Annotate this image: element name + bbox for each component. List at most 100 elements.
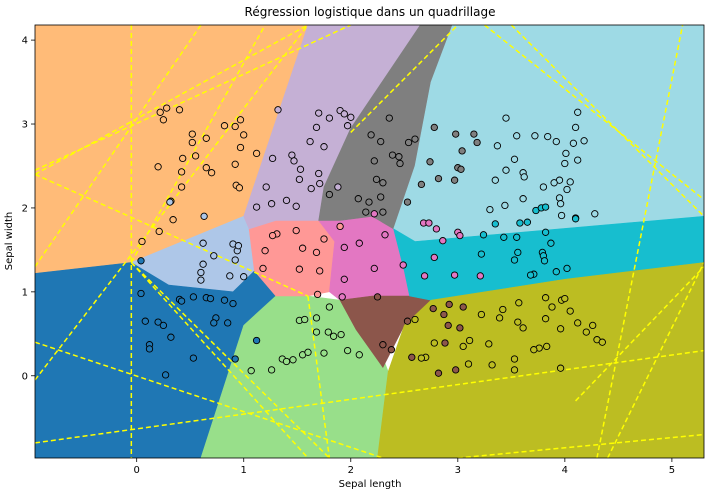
scatter-point [395, 153, 403, 161]
scatter-point [159, 116, 168, 124]
scatter-point [337, 330, 345, 339]
scatter-point [325, 190, 334, 199]
scatter-point [408, 353, 416, 361]
scatter-point [425, 219, 433, 227]
scatter-point [388, 151, 397, 159]
chart-title: Régression logistique dans un quadrillag… [245, 5, 496, 19]
x-tick-label: 1 [241, 465, 247, 476]
scatter-point [336, 222, 344, 231]
scatter-point [137, 257, 145, 265]
decision-regions [35, 25, 704, 458]
scatter-point [452, 130, 460, 138]
scatter-point [541, 203, 550, 211]
scatter-point [329, 332, 338, 340]
scatter-point [231, 160, 239, 168]
scatter-point [510, 366, 519, 374]
scatter-point [377, 137, 385, 146]
y-tick-label: 4 [22, 36, 28, 47]
boundary-lines [35, 25, 704, 458]
scatter-point [552, 268, 560, 276]
x-axis-title: Sepal length [339, 479, 402, 490]
scatter-point [236, 116, 245, 124]
scatter-point [199, 239, 207, 247]
scatter-point [202, 164, 210, 172]
scatter-point [141, 317, 149, 325]
scatter-point [320, 143, 328, 151]
scatter-point [430, 339, 438, 347]
scatter-point [292, 202, 300, 210]
scatter-point [340, 110, 348, 118]
scatter-point [485, 340, 493, 348]
boundary-line [35, 341, 384, 458]
scatter-point [473, 138, 481, 147]
scatter-point [598, 338, 606, 346]
scatter-point [370, 157, 378, 165]
scatter-point [515, 299, 523, 307]
scatter-point [501, 201, 509, 210]
scatter-point [396, 159, 404, 168]
scatter-point [372, 175, 381, 184]
scatter-point [459, 303, 467, 311]
scatter-point [267, 200, 276, 208]
scatter-point [550, 179, 558, 187]
scatter-point [315, 109, 323, 117]
plot-area [35, 25, 704, 458]
scatter-point [580, 137, 588, 145]
scatter-point [234, 242, 243, 250]
scatter-point [343, 346, 352, 355]
scatter-point [169, 216, 177, 224]
scatter-point [206, 294, 215, 303]
scatter-point [591, 210, 599, 218]
scatter-point [450, 271, 459, 279]
scatter-point [365, 198, 373, 206]
scatter-point [464, 360, 473, 368]
scatter-point [354, 195, 362, 203]
scatter-point [426, 158, 434, 166]
y-tick-label: 1 [22, 287, 28, 298]
boundary-line [484, 25, 704, 201]
y-axis-title: Sepal width [4, 212, 15, 271]
boundary-line [307, 295, 331, 458]
scatter-point [267, 366, 276, 374]
scatter-point [571, 215, 580, 223]
boundary-line [350, 25, 459, 133]
scatter-point [574, 108, 582, 116]
scatter-point [197, 268, 205, 277]
scatter-point [177, 297, 186, 305]
scatter-point [161, 371, 170, 379]
scatter-point [307, 184, 315, 193]
scatter-point [417, 180, 426, 189]
scatter-point [459, 342, 467, 351]
scatter-point [403, 198, 412, 206]
scatter-point [231, 355, 239, 363]
scatter-point [440, 310, 448, 319]
scatter-point [325, 114, 334, 122]
scatter-point [563, 264, 571, 273]
scatter-point [502, 114, 510, 122]
scatter-point [491, 220, 499, 228]
scatter-point [274, 106, 282, 114]
scatter-point [477, 250, 486, 258]
scatter-point [252, 149, 261, 158]
y-tick-label: 0 [22, 371, 28, 382]
scatter-point [513, 132, 521, 140]
boundary-line [510, 25, 704, 217]
x-tick-label: 5 [669, 465, 675, 476]
scatter-point [543, 342, 551, 351]
boundary-line [35, 25, 352, 171]
y-tick-label: 3 [22, 120, 28, 131]
scatter-point [231, 256, 239, 264]
scatter-point [320, 235, 328, 243]
scatter-point [477, 310, 486, 319]
scatter-point [197, 276, 205, 284]
scatter-point [179, 154, 187, 163]
scatter-point [441, 339, 449, 347]
scatter-point [556, 364, 565, 372]
scatter-point [403, 317, 412, 325]
scatter-point [516, 219, 524, 227]
scatter-point [544, 132, 552, 141]
scatter-point [513, 233, 521, 241]
scatter-point [268, 154, 277, 163]
scatter-point [530, 346, 538, 354]
